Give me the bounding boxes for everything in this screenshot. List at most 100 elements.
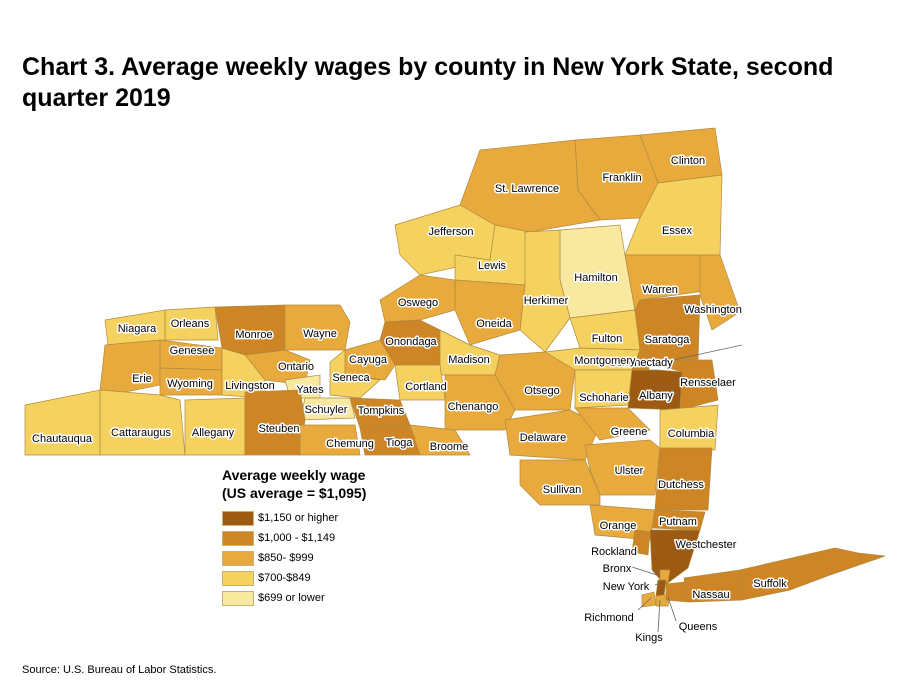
callout-bronx <box>631 566 661 577</box>
county-label-seneca: Seneca <box>332 372 370 384</box>
callout-queens <box>667 596 677 622</box>
county-oneida <box>454 279 526 346</box>
county-label-rensselaer: Rensselaer <box>680 377 736 389</box>
legend-title: Average weekly wage (US average = $1,095… <box>222 466 366 502</box>
county-label-warren: Warren <box>642 284 678 296</box>
county-label-dutchess: Dutchess <box>658 479 704 491</box>
county-label-steuben: Steuben <box>259 423 300 435</box>
county-label-washington: Washington <box>684 304 742 316</box>
legend-item: $850- $999 <box>222 548 366 568</box>
legend-swatch <box>222 570 254 586</box>
county-label-hamilton: Hamilton <box>574 272 617 284</box>
county-label-kings: Kings <box>635 632 663 644</box>
county-label-fulton: Fulton <box>592 333 623 345</box>
legend-label: $700-$849 <box>258 572 311 584</box>
callout-kings <box>657 599 661 633</box>
legend-swatch <box>222 530 254 546</box>
county-label-nassau: Nassau <box>692 589 729 601</box>
county-label-richmond: Richmond <box>584 612 634 624</box>
map-legend: Average weekly wage (US average = $1,095… <box>222 466 366 608</box>
county-label-suffolk: Suffolk <box>753 578 787 590</box>
legend-label: $1,000 - $1,149 <box>258 532 336 544</box>
legend-label: $1,150 or higher <box>258 512 339 524</box>
legend-label: $850- $999 <box>258 552 314 564</box>
county-label-delaware: Delaware <box>520 432 566 444</box>
county-label-queens: Queens <box>679 621 718 633</box>
county-label-chemung: Chemung <box>326 438 374 450</box>
county-label-oneida: Oneida <box>476 318 512 330</box>
county-label-ontario: Ontario <box>278 361 314 373</box>
county-essex <box>624 174 723 256</box>
legend-swatch <box>222 510 254 526</box>
county-label-ulster: Ulster <box>615 465 644 477</box>
county-ulster <box>584 439 661 496</box>
county-label-lewis: Lewis <box>478 260 507 272</box>
county-label-albany: Albany <box>639 390 673 402</box>
county-label-bronx: Bronx <box>603 563 632 575</box>
county-label-wayne: Wayne <box>303 328 337 340</box>
county-rensselaer <box>649 359 719 411</box>
county-label-st-lawrence: St. Lawrence <box>495 183 559 195</box>
county-label-wyoming: Wyoming <box>167 378 213 390</box>
county-label-allegany: Allegany <box>192 427 235 439</box>
county-suffolk <box>739 547 886 601</box>
county-orleans <box>164 306 219 341</box>
county-label-schoharie: Schoharie <box>579 392 629 404</box>
county-label-putnam: Putnam <box>659 516 697 528</box>
county-label-genesee: Genesee <box>170 345 215 357</box>
county-chemung <box>299 424 361 456</box>
county-label-sullivan: Sullivan <box>543 484 582 496</box>
legend-title-line-1: Average weekly wage <box>222 467 366 483</box>
county-label-montgomery: Montgomery <box>574 355 636 367</box>
county-label-otsego: Otsego <box>524 385 559 397</box>
county-label-new-york: New York <box>603 581 650 593</box>
county-seneca <box>329 349 381 399</box>
county-label-niagara: Niagara <box>118 323 157 335</box>
legend-item: $1,000 - $1,149 <box>222 528 366 548</box>
county-label-clinton: Clinton <box>671 155 705 167</box>
county-chautauqua <box>24 389 101 456</box>
county-label-jefferson: Jefferson <box>428 226 473 238</box>
county-delaware <box>504 409 601 461</box>
legend-item: $699 or lower <box>222 588 366 608</box>
county-cattaraugus <box>99 389 186 456</box>
county-label-orange: Orange <box>600 520 637 532</box>
callout-new-york <box>654 581 663 586</box>
county-label-cortland: Cortland <box>405 381 447 393</box>
county-greene <box>574 407 651 441</box>
county-label-columbia: Columbia <box>668 428 715 440</box>
county-columbia <box>659 404 719 451</box>
county-label-herkimer: Herkimer <box>524 295 569 307</box>
county-label-oswego: Oswego <box>398 297 438 309</box>
county-label-yates: Yates <box>296 384 324 396</box>
county-label-onondaga: Onondaga <box>385 336 437 348</box>
county-label-monroe: Monroe <box>235 329 272 341</box>
county-dutchess <box>654 447 713 511</box>
county-sullivan <box>519 459 601 506</box>
county-rockland <box>631 529 651 556</box>
county-warren <box>624 254 713 312</box>
county-label-chautauqua: Chautauqua <box>32 433 93 445</box>
county-label-greene: Greene <box>611 426 648 438</box>
source-note: Source: U.S. Bureau of Labor Statistics. <box>22 664 217 676</box>
county-label-chenango: Chenango <box>448 401 499 413</box>
county-label-schuyler: Schuyler <box>305 404 348 416</box>
legend-swatch <box>222 590 254 606</box>
county-label-livingston: Livingston <box>225 380 275 392</box>
legend-label: $699 or lower <box>258 592 325 604</box>
county-label-orleans: Orleans <box>171 318 210 330</box>
county-label-broome: Broome <box>430 441 469 453</box>
county-livingston <box>221 347 266 399</box>
legend-title-line-2: (US average = $1,095) <box>222 485 367 501</box>
county-washington <box>699 254 741 331</box>
county-label-franklin: Franklin <box>602 172 641 184</box>
chart-title: Chart 3. Average weekly wages by county … <box>22 53 834 112</box>
county-label-erie: Erie <box>132 373 152 385</box>
callout-schenectady <box>649 344 743 366</box>
county-bronx <box>659 569 671 583</box>
county-wayne <box>284 304 351 351</box>
county-label-madison: Madison <box>448 354 490 366</box>
county-label-rockland: Rockland <box>591 546 637 558</box>
legend-swatch <box>222 550 254 566</box>
